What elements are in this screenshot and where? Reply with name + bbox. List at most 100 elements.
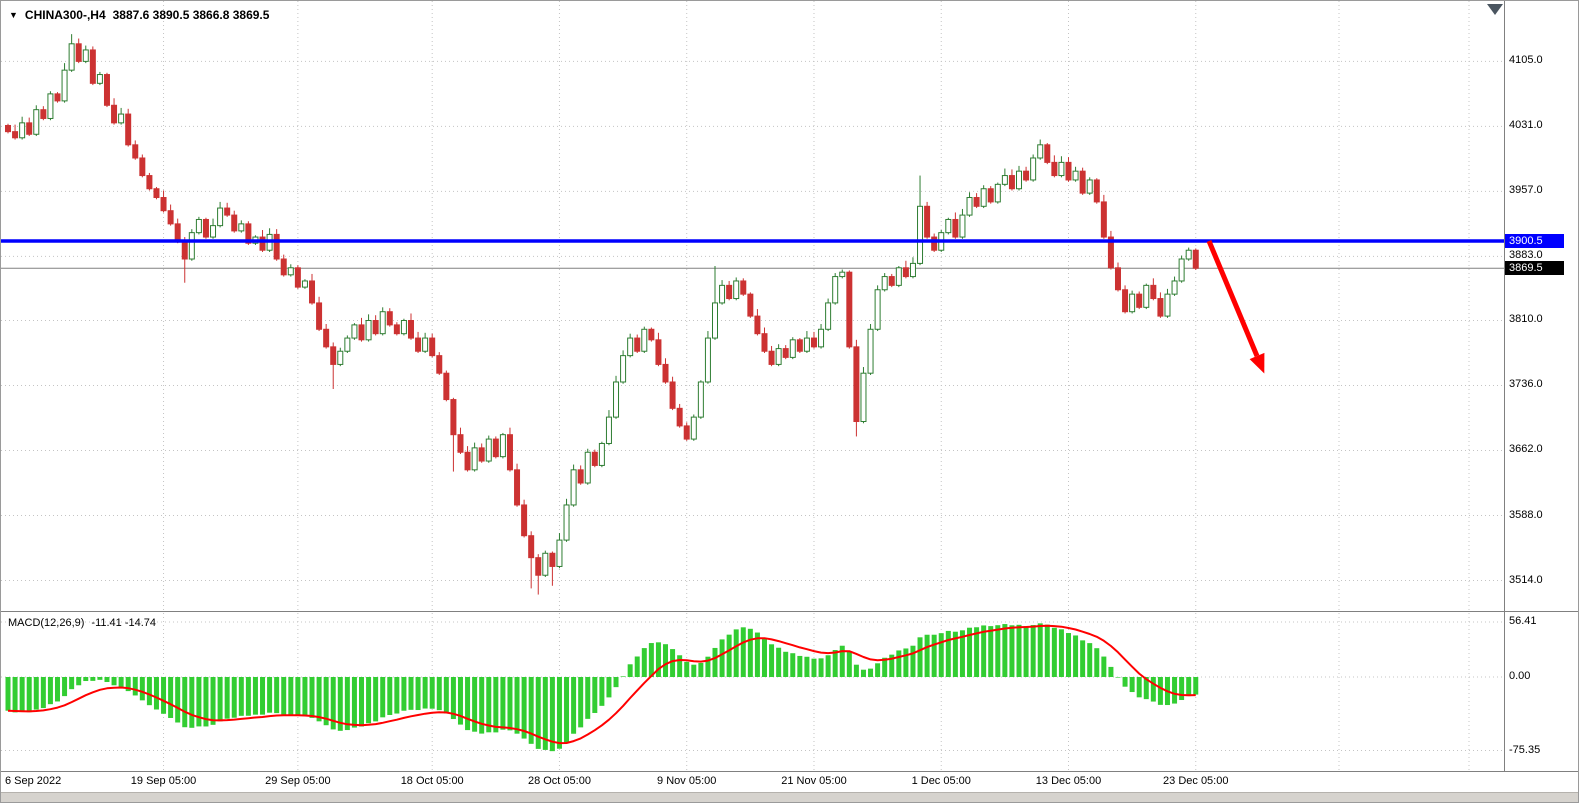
candle-body [782,348,789,358]
macd-histogram-bar [1080,640,1086,677]
candle-body [514,469,521,506]
macd-histogram-bar [288,677,294,715]
candle-body [231,214,238,232]
candle-body [655,339,662,365]
time-axis[interactable]: 6 Sep 2022 19 Sep 05:00 29 Sep 05:00 18 Oct… [1,772,1578,792]
macd-histogram-bar [104,677,110,682]
macd-histogram-bar [528,677,534,744]
macd-histogram-bar [429,677,435,709]
candle-body [280,258,287,276]
trend-arrow-shaft[interactable] [1206,240,1260,357]
price-axis-label: 3957.0 [1509,184,1543,197]
candle-body [676,407,683,427]
candle-body [5,124,11,133]
candle-body [591,451,598,466]
candle-body [457,434,464,453]
candle-body [825,302,832,330]
macd-histogram-bar [627,664,633,677]
candle-body [1185,249,1192,260]
candle-body [832,276,839,304]
candle-body [118,113,125,124]
candle-body [1100,201,1107,238]
candle-body [153,188,160,199]
candle-body [499,434,506,458]
candle-body [492,438,499,458]
candle-body [620,355,627,383]
price-axis-label: 3883.0 [1509,249,1543,262]
macd-histogram-bar [1157,677,1163,705]
candle-body [690,416,697,440]
macd-histogram-bar [90,677,96,681]
candle-body [379,311,386,335]
candle-body [613,381,620,418]
macd-histogram-bar [76,677,82,686]
candle-body [202,218,209,238]
macd-histogram-bar [903,648,909,677]
price-axis-label: 3736.0 [1509,378,1543,391]
macd-histogram-bar [387,677,393,715]
panel-separator[interactable] [1,611,1578,612]
candle-body [75,43,82,62]
price-axis-border [1504,1,1505,771]
price-axis-label: 4105.0 [1509,54,1543,67]
candle-body [273,233,280,260]
candle-body [139,157,146,177]
macd-histogram-bar [945,630,951,677]
candle-body [874,289,881,330]
macd-histogram-bar [917,637,923,677]
candle-body [1150,284,1157,300]
candle-body [111,104,118,124]
macd-histogram-bar [585,677,591,719]
macd-histogram-bar [472,677,478,732]
candle-body [987,188,994,203]
candle-body [952,218,959,238]
macd-histogram-bar [267,677,273,713]
candle-body [1171,280,1178,295]
candle-body [966,197,973,216]
macd-histogram-bar [231,677,237,718]
trend-arrow-head[interactable] [1249,352,1265,374]
macd-histogram-bar [542,677,548,750]
candle-body [1129,293,1136,313]
candle-body [1192,249,1199,269]
macd-histogram-bar [776,647,782,677]
candle-body [535,557,542,576]
candle-body [839,271,846,278]
candle-body [443,372,450,401]
macd-histogram-bar [931,634,937,677]
macd-histogram-bar [274,677,280,714]
macd-histogram-bar [571,677,577,734]
macd-histogram-bar [316,677,322,722]
macd-histogram-bar [981,625,987,677]
macd-histogram-bar [408,677,414,710]
macd-histogram-bar [309,677,315,718]
macd-histogram-bar [1108,666,1114,677]
candle-body [181,240,188,260]
candle-body [323,328,330,348]
macd-histogram-bar [514,677,520,734]
price-axis-label: 3810.0 [1509,313,1543,326]
candle-body [188,232,195,260]
macd-histogram-bar [1066,633,1071,677]
collapse-triangle-icon[interactable]: ▼ [9,10,18,20]
candle-body [485,438,492,462]
macd-histogram-bar [846,651,852,677]
macd-histogram-bar [988,626,994,677]
candle-body [733,280,740,300]
macd-histogram-bar [189,677,195,728]
macd-histogram-bar [118,677,124,687]
candle-body [1065,161,1072,181]
candle-body [1136,293,1143,308]
chart-shift-marker-icon[interactable] [1487,4,1503,15]
macd-histogram-bar [754,632,760,677]
last-price-label: 3869.5 [1505,261,1564,276]
macd-histogram-bar [351,677,357,728]
macd-histogram-bar [40,677,46,709]
time-axis-label: 1 Dec 05:00 [911,775,971,787]
symbol-info-bar: ▼ CHINA300-,H4 3887.6 3890.5 3866.8 3869… [9,8,269,22]
candle-body [450,399,457,436]
macd-histogram-bar [323,677,329,726]
macd-histogram-bar [175,677,181,723]
macd-histogram-bar [139,677,145,701]
